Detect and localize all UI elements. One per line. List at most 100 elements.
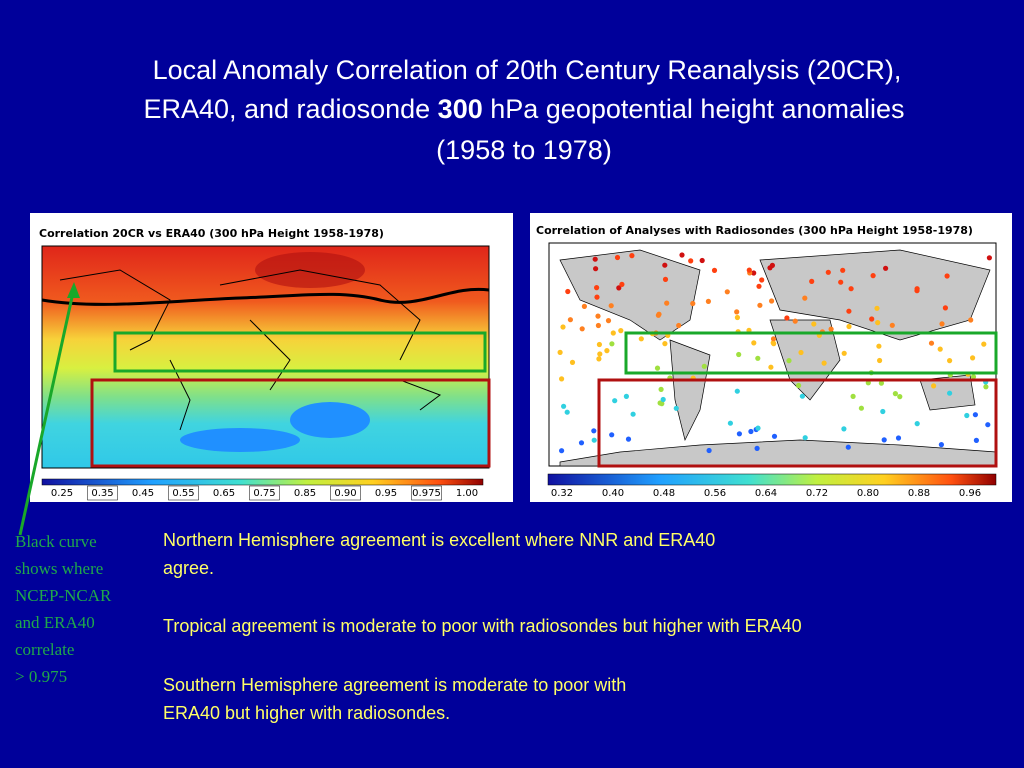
station-dot (724, 289, 730, 295)
station-dot (754, 445, 760, 451)
arrow-head (67, 282, 80, 298)
station-dot (869, 316, 875, 322)
station-dot (705, 298, 712, 304)
station-dot (883, 265, 889, 271)
station-dot (662, 276, 669, 282)
black-curve (41, 287, 490, 306)
station-dot (821, 360, 827, 366)
station-dot (944, 273, 950, 279)
station-dot (592, 256, 598, 262)
eurasia (759, 249, 991, 341)
station-dot (771, 433, 778, 439)
station-dot (981, 341, 987, 347)
paragraph-line: Northern Hemisphere agreement is excelle… (163, 530, 715, 550)
station-dot (593, 266, 599, 272)
station-dot (767, 265, 773, 271)
tropics-box (624, 331, 998, 375)
station-dot (605, 318, 612, 324)
station-dot (609, 341, 615, 347)
station-dot (594, 285, 600, 291)
station-dot (591, 428, 597, 434)
colorbar-label: 0.25 (51, 488, 73, 499)
station-dot (770, 336, 777, 342)
colorbar-label: 0.65 (213, 488, 235, 499)
station-dot (889, 322, 895, 328)
station-dot (567, 317, 574, 323)
title-line: ERA40, and radiosonde 300 hPa geopotenti… (143, 94, 904, 124)
colorbar-label: 0.90 (334, 488, 356, 499)
station-dot (578, 440, 585, 446)
station-dot (756, 283, 762, 289)
contour (180, 428, 300, 452)
station-dot (557, 349, 563, 355)
colorbar-label: 0.40 (602, 488, 624, 499)
station-dot (799, 393, 806, 399)
station-dot (838, 279, 844, 285)
contour (290, 402, 370, 438)
station-dot (559, 376, 565, 382)
station-dot (828, 326, 834, 332)
colorbar (547, 473, 997, 486)
colorbar-label: 0.95 (375, 488, 397, 499)
station-dot (561, 403, 567, 409)
north-america (559, 249, 701, 341)
title-text: ERA40, and radiosonde (143, 94, 430, 124)
station-dot (931, 383, 937, 389)
station-dot (699, 257, 705, 264)
station-dot (846, 308, 852, 314)
station-dot (877, 357, 883, 364)
station-dot (569, 359, 576, 365)
station-dot (608, 303, 614, 309)
station-dot (660, 396, 666, 403)
station-dot (947, 358, 953, 364)
station-dot (618, 328, 624, 334)
station-dot (755, 425, 761, 431)
station-dot (629, 253, 635, 259)
map-title: Correlation of Analyses with Radiosondes… (536, 224, 973, 237)
station-dot (654, 365, 661, 371)
side-note-line: > 0.975 (15, 667, 67, 686)
station-dot (662, 341, 668, 347)
station-dot (655, 312, 662, 318)
station-dot (786, 358, 792, 364)
station-dot (938, 442, 945, 448)
side-note-line: correlate (15, 640, 74, 659)
paragraph-line: Southern Hemisphere agreement is moderat… (163, 675, 626, 695)
station-dot (964, 412, 970, 419)
station-dot (612, 398, 618, 404)
station-dot (559, 448, 565, 454)
station-dot (701, 363, 707, 369)
side-note-line: NCEP-NCAR (15, 586, 112, 605)
paragraph-line: Tropical agreement is moderate to poor w… (163, 616, 802, 636)
station-dot (734, 309, 740, 315)
station-dot (610, 330, 616, 336)
station-dot (939, 321, 945, 327)
tropics-box (113, 331, 487, 373)
station-dot (870, 273, 876, 279)
station-dot (679, 252, 685, 258)
station-dot (623, 393, 630, 399)
station-dot (972, 412, 979, 418)
colorbar-label: 0.45 (132, 488, 154, 499)
station-dot (983, 384, 989, 390)
station-dot (811, 321, 817, 327)
station-dot (638, 336, 644, 342)
station-dot (845, 444, 851, 450)
station-dot (875, 320, 881, 326)
colorbar-label: 0.96 (959, 488, 981, 499)
station-dot (595, 313, 601, 319)
station-dot (759, 277, 765, 283)
colorbar-label: 0.56 (704, 488, 726, 499)
station-dot (897, 394, 903, 400)
side-note-line: shows where (15, 559, 103, 578)
station-dot (734, 314, 741, 321)
station-dot (736, 431, 743, 437)
station-dot (711, 267, 718, 273)
colorbar-label: 0.32 (551, 488, 573, 499)
station-dot (736, 351, 742, 358)
station-dot (751, 340, 757, 346)
station-dot (734, 388, 740, 394)
south-box (597, 378, 998, 468)
station-dot (841, 426, 847, 432)
